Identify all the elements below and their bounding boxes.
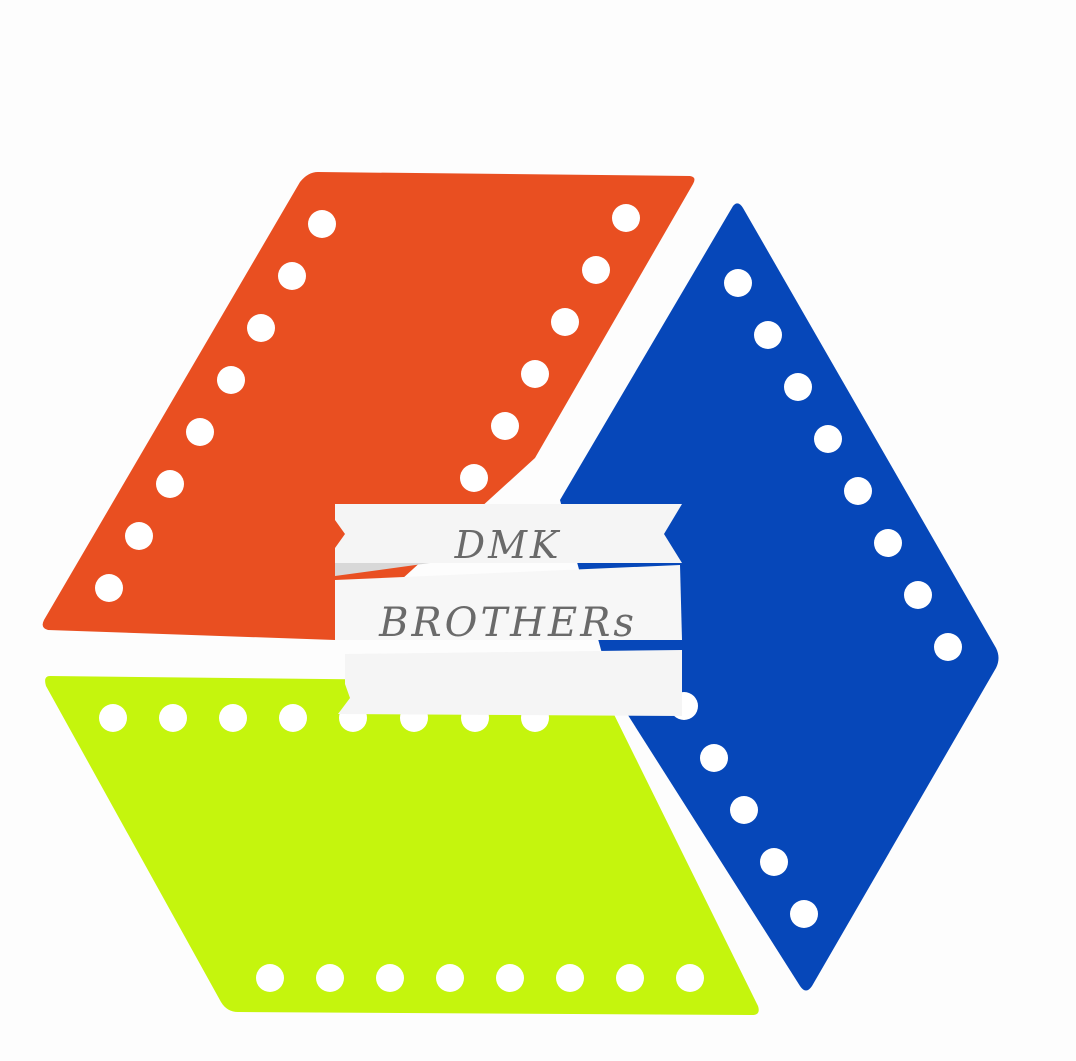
perforation (760, 848, 788, 876)
perforation (730, 796, 758, 824)
perforation (521, 360, 549, 388)
logo-line-2: BROTHERs (378, 600, 637, 646)
perforation (159, 704, 187, 732)
perforation (460, 464, 488, 492)
lime-film-strip (45, 676, 759, 1015)
perforation (784, 373, 812, 401)
banner-bottom-ribbon (338, 650, 682, 716)
perforation (754, 321, 782, 349)
perforation (496, 964, 524, 992)
perforation (278, 262, 306, 290)
perforation (616, 964, 644, 992)
perforation (99, 704, 127, 732)
blue-film-strip (560, 203, 999, 991)
perforation (700, 744, 728, 772)
perforation (814, 425, 842, 453)
perforation (95, 574, 123, 602)
perforation (904, 581, 932, 609)
ribbon-banner: DMK BROTHERs (335, 504, 682, 716)
perforation (556, 964, 584, 992)
perforation (308, 210, 336, 238)
banner-fold-shadow (335, 563, 430, 576)
blue-strip-perforations (670, 269, 962, 928)
perforation (279, 704, 307, 732)
perforation (790, 900, 818, 928)
perforation (676, 964, 704, 992)
orange-strip-shape (42, 172, 695, 640)
perforation (491, 412, 519, 440)
banner-middle-ribbon (335, 565, 682, 640)
perforation (247, 314, 275, 342)
perforation (844, 477, 872, 505)
orange-film-strip (42, 172, 695, 640)
perforation (256, 964, 284, 992)
perforation (376, 964, 404, 992)
blue-strip-shape (560, 203, 999, 991)
perforation (724, 269, 752, 297)
perforation (219, 704, 247, 732)
perforation (186, 418, 214, 446)
perforation (125, 522, 153, 550)
lime-strip-shape (45, 676, 759, 1015)
perforation (217, 366, 245, 394)
perforation (316, 964, 344, 992)
orange-strip-perforations (95, 204, 640, 602)
perforation (436, 964, 464, 992)
perforation (934, 633, 962, 661)
perforation (156, 470, 184, 498)
perforation (582, 256, 610, 284)
banner-top-ribbon (335, 504, 682, 563)
logo-line-1: DMK (454, 523, 562, 567)
perforation (551, 308, 579, 336)
perforation (612, 204, 640, 232)
perforation (874, 529, 902, 557)
